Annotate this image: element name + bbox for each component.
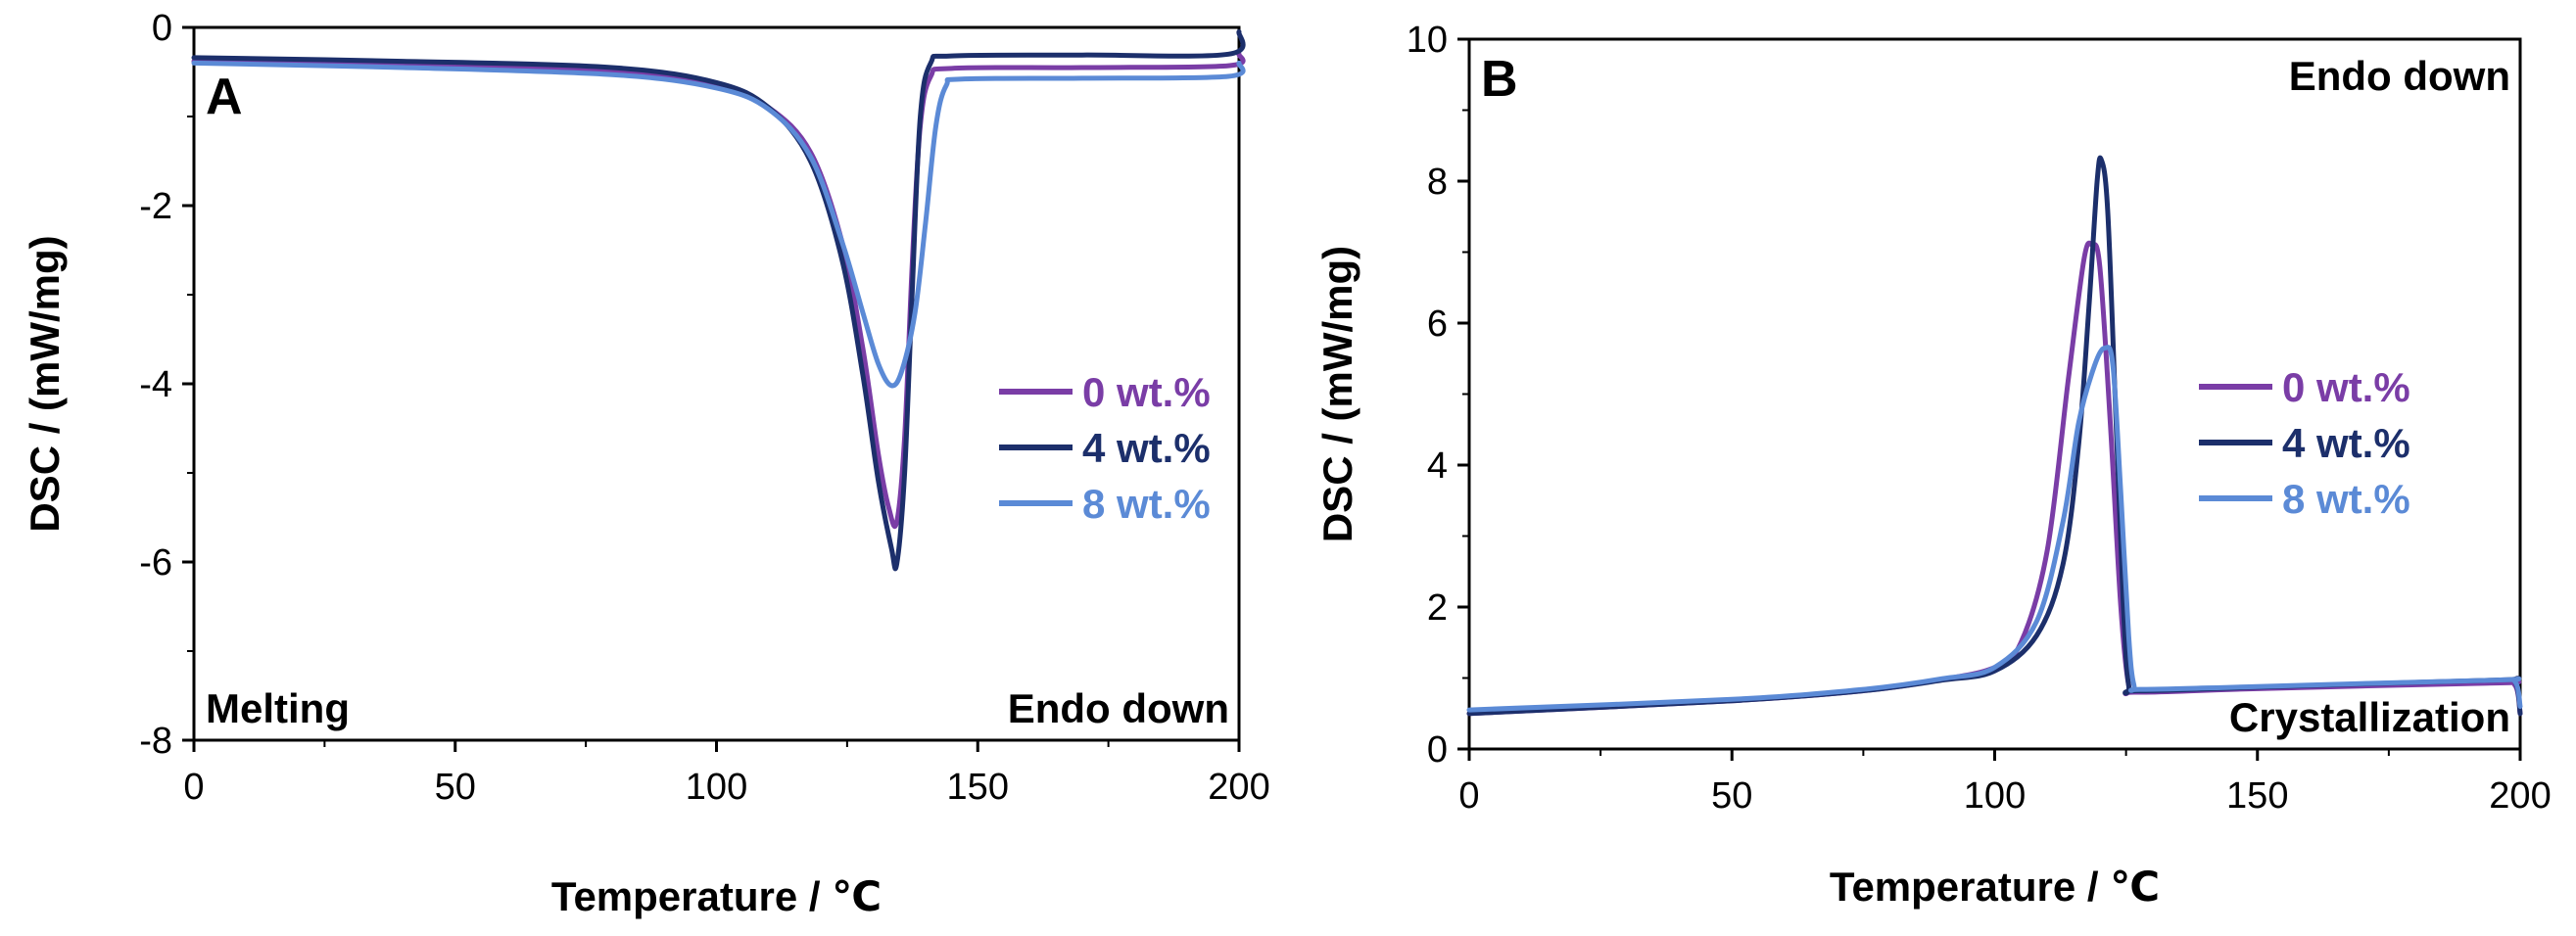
y-tick-label: -6 [139,542,172,584]
y-tick-label: -8 [139,721,172,762]
panel-b: 0 2 4 6 8 10 0 50 100 150 200 B Endo down Crystal… [1314,20,2552,910]
x-tick-label: 0 [1458,775,1479,817]
x-tick-label: 100 [686,767,747,808]
legend-label: 8 wt.% [2282,476,2410,522]
y-tick-label: 8 [1427,162,1448,203]
y-tick-label: -4 [139,364,172,405]
series-lines-a [191,29,1246,572]
y-tick-label: 0 [152,8,172,49]
legend-label: 4 wt.% [1082,425,1211,471]
y-axis-ticks-b: 0 2 4 6 8 10 [1407,20,1469,771]
legend-label: 0 wt.% [2282,364,2410,410]
y-tick-label: 6 [1427,304,1448,345]
y-axis-ticks-a: -8 -6 -4 -2 0 [139,8,194,762]
y-tick-label: -2 [139,186,172,227]
y-tick-label: 0 [1427,729,1448,771]
x-tick-label: 100 [1964,775,2026,817]
x-tick-label: 200 [1208,767,1269,808]
series-lines-b [1466,155,2523,717]
y-tick-label: 2 [1427,587,1448,629]
legend-label: 4 wt.% [2282,420,2410,466]
x-tick-label: 50 [435,767,476,808]
x-axis-ticks-b: 0 50 100 150 200 [1458,749,2552,817]
y-tick-label: 4 [1427,445,1448,487]
x-tick-label: 50 [1711,775,1752,817]
annotation-endo-down-a: Endo down [1008,685,1229,731]
series-line-8-wt [191,60,1246,389]
legend-b: 0 wt.% 4 wt.% 8 wt.% [2199,364,2410,522]
annotation-melting: Melting [206,685,350,731]
series-line-8-wt [1466,345,2523,713]
y-axis-title-b: DSC / (mW/mg) [1314,246,1360,542]
x-axis-title-b: Temperature / ℃ [1830,864,2160,910]
annotation-crystallization: Crystallization [2229,694,2510,740]
legend-a: 0 wt.% 4 wt.% 8 wt.% [999,369,1211,527]
panel-letter-a: A [206,69,243,125]
x-axis-ticks-a: 0 50 100 150 200 [183,740,1270,808]
series-line-0-wt [191,51,1246,530]
x-tick-label: 200 [2489,775,2551,817]
x-tick-label: 150 [2226,775,2288,817]
legend-label: 8 wt.% [1082,481,1211,527]
legend-label: 0 wt.% [1082,369,1211,415]
annotation-endo-down-b: Endo down [2289,53,2510,99]
x-axis-title-a: Temperature / ℃ [551,873,882,919]
y-tick-label: 10 [1407,20,1448,61]
panel-letter-b: B [1481,51,1518,108]
x-tick-label: 0 [183,767,204,808]
y-axis-title-a: DSC / (mW/mg) [22,235,68,532]
x-tick-label: 150 [947,767,1009,808]
series-line-4-wt [191,29,1246,572]
panel-a: -8 -6 -4 -2 0 0 50 100 150 200 A Melting Endo do… [22,8,1270,919]
